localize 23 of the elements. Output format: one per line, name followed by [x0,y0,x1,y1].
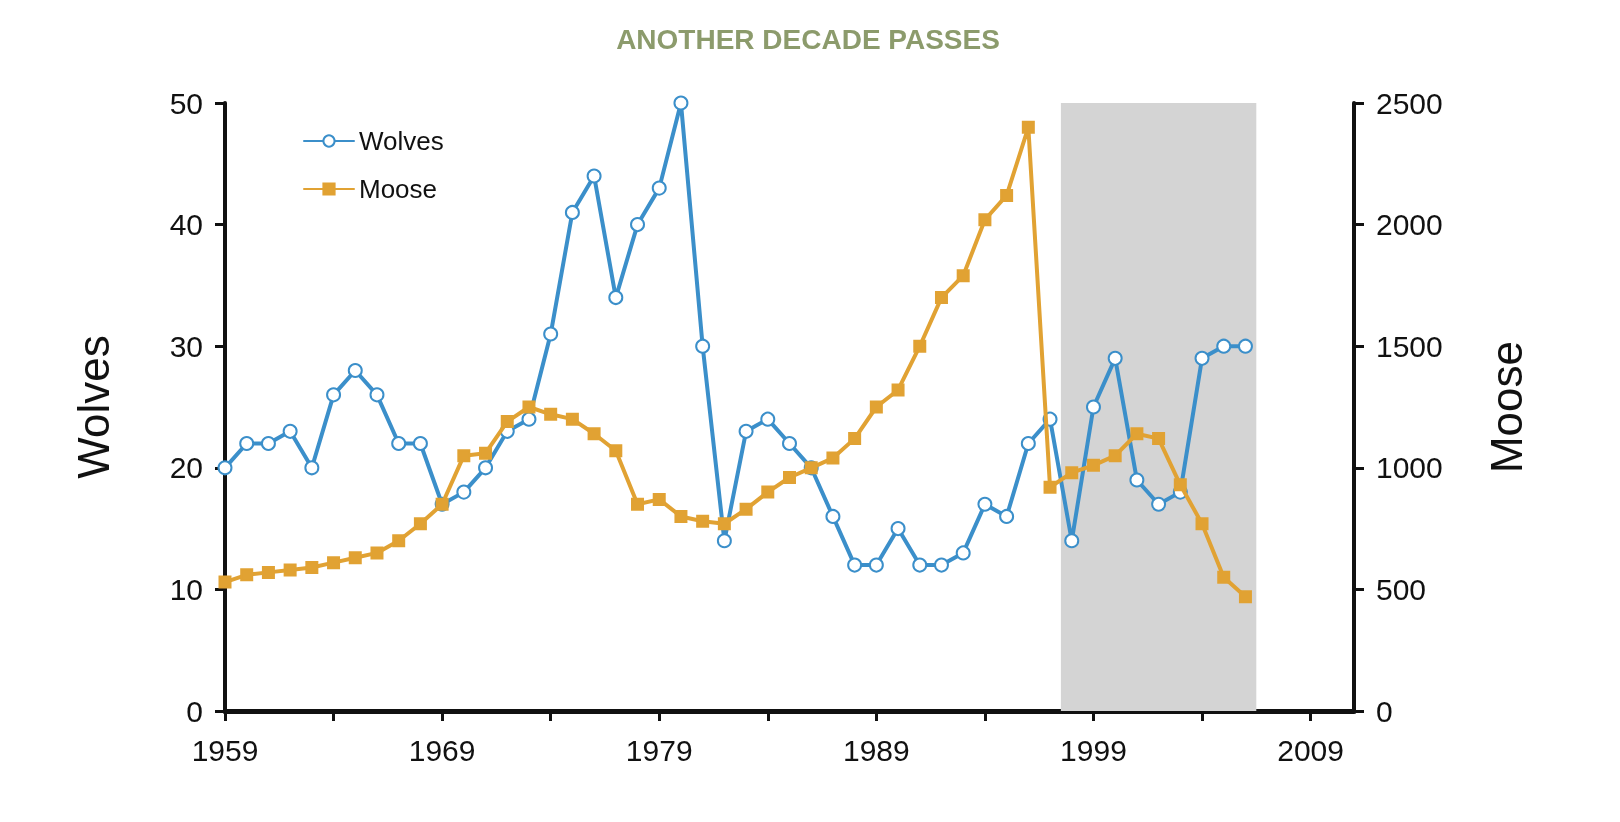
y-tick-label: 20 [169,451,203,485]
x-tick-label: 1989 [842,733,910,767]
y-tick-label: 30 [169,329,203,363]
x-tick-label: 1999 [1060,733,1127,767]
legend-label: Wolves [359,126,444,156]
y-axis-title: Wolves [68,335,118,479]
legend-label: Moose [359,174,438,204]
y-tick-label: 0 [186,694,203,728]
x-tick-label: 2009 [1277,733,1344,767]
y2-tick-label: 1500 [1376,329,1443,363]
x-tick-label: 1979 [625,733,693,767]
y2-tick-label: 1000 [1376,451,1443,485]
y-tick-label: 40 [169,208,203,242]
y-tick-label: 10 [169,572,203,606]
y2-tick-label: 2500 [1376,86,1443,120]
x-tick-label: 1969 [408,733,476,767]
y2-axis-title: Moose [1481,340,1531,474]
y2-tick-label: 2000 [1376,208,1443,242]
y-tick-label: 50 [169,86,203,120]
chart-title: ANOTHER DECADE PASSES [616,23,1000,55]
x-tick-label: 1959 [191,733,259,767]
y2-tick-label: 500 [1376,572,1427,606]
y2-tick-label: 0 [1376,694,1393,728]
